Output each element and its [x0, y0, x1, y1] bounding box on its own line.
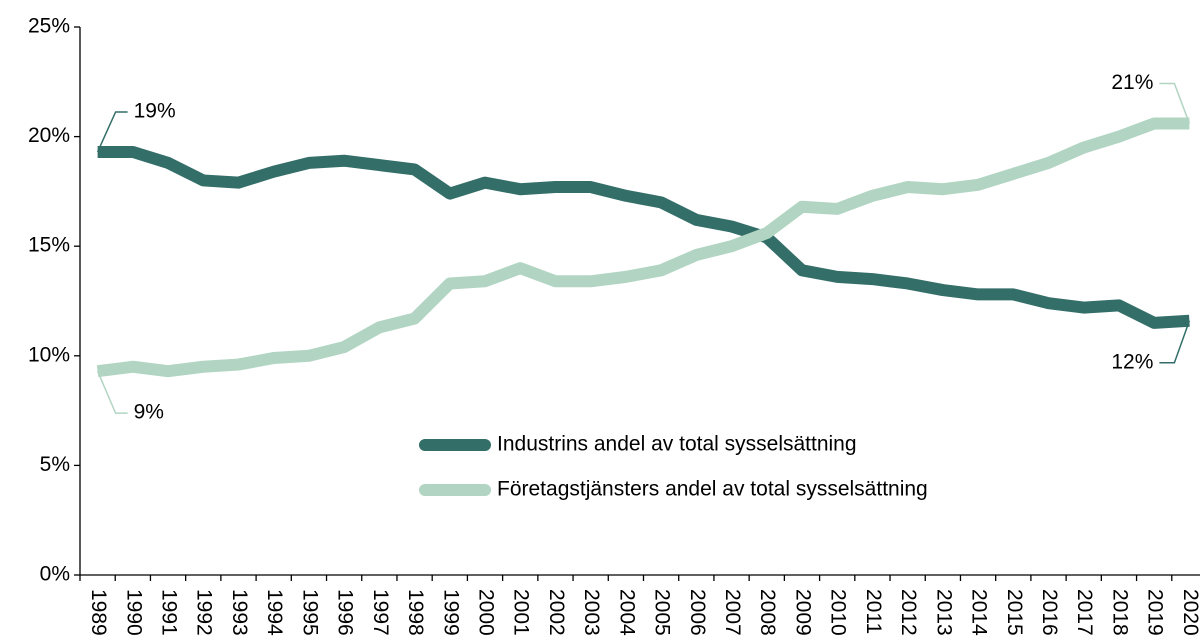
x-tick-label: 2006	[686, 589, 709, 636]
x-tick-label: 1998	[404, 589, 427, 636]
line-series	[97, 145, 1190, 329]
legend-label: Industrins andel av total sysselsättning	[497, 433, 857, 456]
x-tick-label: 2020	[1179, 589, 1200, 636]
x-tick-label: 1992	[193, 589, 216, 636]
x-tick-label: 1995	[298, 589, 321, 636]
x-tick-label: 2009	[791, 589, 814, 636]
y-tick-label: 20%	[28, 124, 70, 147]
x-tick-label: 2007	[721, 589, 744, 636]
x-tick-label: 2019	[1144, 589, 1167, 636]
y-tick-label: 15%	[28, 234, 70, 257]
x-tick-label: 1994	[263, 589, 286, 636]
x-tick-label: 2015	[1003, 589, 1026, 636]
y-tick-label: 5%	[40, 453, 70, 476]
x-tick-label: 2004	[615, 589, 638, 636]
x-tick-label: 2008	[756, 589, 779, 636]
label-leader	[96, 111, 128, 153]
x-tick-label: 1996	[334, 589, 357, 636]
label-leader	[96, 370, 128, 414]
x-tick-label: 1989	[87, 589, 110, 636]
x-tick-label: 2014	[968, 589, 991, 636]
x-tick-label: 1990	[122, 589, 145, 636]
x-tick-label: 2016	[1038, 589, 1061, 636]
x-tick-label: 2013	[932, 589, 955, 636]
x-tick-label: 1993	[228, 589, 251, 636]
label-leader	[1159, 320, 1191, 364]
value-label: 9%	[134, 401, 164, 424]
legend-label: Företagstjänsters andel av total syssels…	[497, 478, 928, 501]
y-tick-label: 10%	[28, 343, 70, 366]
x-tick-label: 2005	[651, 589, 674, 636]
x-tick-label: 2001	[510, 589, 533, 636]
x-tick-label: 2010	[827, 589, 850, 636]
x-tick-label: 2018	[1108, 589, 1131, 636]
x-tick-label: 1991	[158, 589, 181, 636]
value-label: 19%	[134, 99, 176, 122]
x-tick-label: 2012	[897, 589, 920, 636]
x-tick-label: 2017	[1073, 589, 1096, 636]
value-label: 21%	[1111, 71, 1153, 94]
x-tick-label: 2000	[474, 589, 497, 636]
x-tick-label: 2002	[545, 589, 568, 636]
x-tick-label: 1997	[369, 589, 392, 636]
line-series	[96, 117, 1190, 378]
x-tick-label: 2003	[580, 589, 603, 636]
y-tick-label: 0%	[40, 563, 70, 586]
x-tick-label: 2011	[862, 589, 885, 634]
y-tick-label: 25%	[28, 15, 70, 38]
x-tick-label: 1999	[439, 589, 462, 636]
value-label: 12%	[1111, 350, 1153, 373]
label-leader	[1159, 82, 1191, 124]
